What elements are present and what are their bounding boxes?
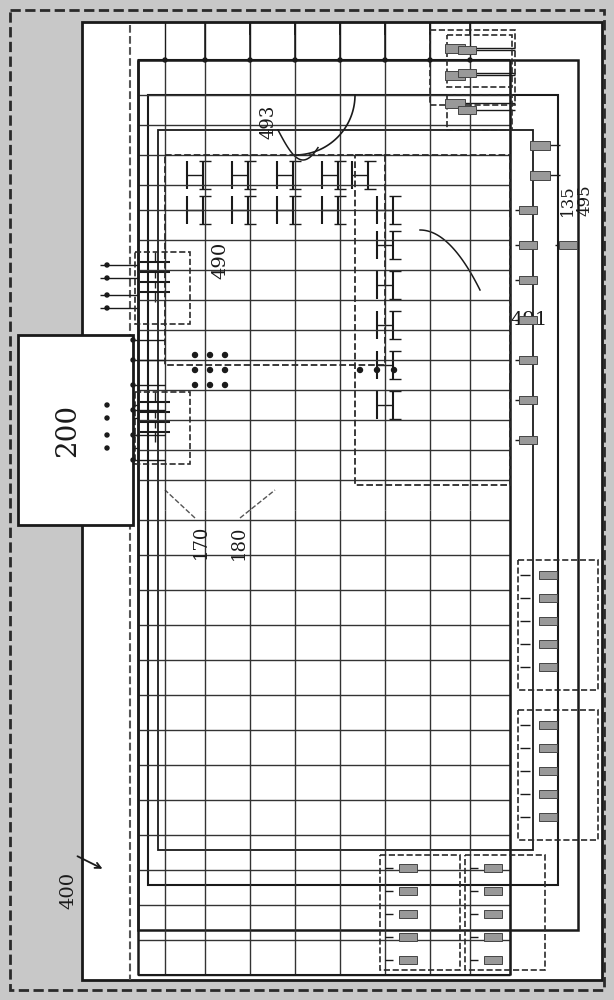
Text: 491: 491	[510, 311, 547, 329]
Circle shape	[131, 338, 135, 342]
Text: 400: 400	[59, 871, 77, 909]
Text: 493: 493	[259, 105, 277, 139]
Bar	[138, 60, 578, 930]
Bar	[458, 69, 476, 77]
Circle shape	[163, 58, 167, 62]
Circle shape	[105, 306, 109, 310]
Bar	[539, 744, 557, 752]
Bar	[519, 241, 537, 249]
Bar	[465, 855, 545, 970]
Circle shape	[468, 58, 472, 62]
Bar	[484, 887, 502, 895]
Circle shape	[357, 367, 362, 372]
Circle shape	[222, 382, 228, 387]
Bar	[519, 276, 537, 284]
Bar	[445, 43, 465, 52]
Circle shape	[375, 367, 379, 372]
Bar	[539, 721, 557, 729]
Bar	[539, 617, 557, 625]
Bar	[539, 813, 557, 821]
Text: 170: 170	[192, 525, 210, 559]
Bar	[399, 933, 417, 941]
Circle shape	[428, 58, 432, 62]
Bar	[380, 855, 460, 970]
Circle shape	[293, 58, 297, 62]
Bar	[539, 663, 557, 671]
Bar	[399, 887, 417, 895]
Bar	[82, 22, 602, 980]
Bar	[165, 155, 385, 365]
Circle shape	[208, 382, 212, 387]
Circle shape	[383, 58, 387, 62]
Bar	[518, 710, 598, 840]
Circle shape	[193, 367, 198, 372]
Bar	[18, 335, 133, 525]
Circle shape	[131, 383, 135, 387]
Circle shape	[105, 433, 109, 437]
Text: 180: 180	[230, 525, 248, 560]
Bar	[539, 790, 557, 798]
Bar	[458, 46, 476, 54]
Bar	[519, 356, 537, 364]
Circle shape	[105, 293, 109, 297]
Bar	[519, 316, 537, 324]
Bar	[158, 130, 533, 850]
Circle shape	[222, 367, 228, 372]
Circle shape	[248, 58, 252, 62]
Bar	[399, 864, 417, 872]
Bar	[539, 594, 557, 602]
Bar	[484, 910, 502, 918]
Bar	[519, 436, 537, 444]
Text: 495: 495	[577, 184, 594, 216]
Bar	[447, 95, 512, 130]
Circle shape	[105, 276, 109, 280]
Bar	[519, 396, 537, 404]
Bar	[539, 640, 557, 648]
Bar	[539, 571, 557, 579]
Circle shape	[193, 382, 198, 387]
Bar	[559, 241, 577, 249]
Text: 200: 200	[55, 403, 82, 457]
Bar	[399, 956, 417, 964]
Circle shape	[105, 416, 109, 420]
Text: 490: 490	[211, 241, 229, 279]
Bar	[519, 206, 537, 214]
Bar	[484, 864, 502, 872]
Circle shape	[131, 408, 135, 412]
Bar	[484, 956, 502, 964]
Circle shape	[392, 367, 397, 372]
Circle shape	[203, 58, 207, 62]
Bar	[539, 767, 557, 775]
Bar	[484, 933, 502, 941]
Bar	[148, 95, 558, 885]
Circle shape	[131, 458, 135, 462]
Bar	[445, 99, 465, 107]
Bar	[135, 392, 190, 464]
Bar	[135, 252, 190, 324]
Bar	[458, 106, 476, 114]
Circle shape	[222, 353, 228, 358]
Circle shape	[131, 358, 135, 362]
Circle shape	[105, 446, 109, 450]
Bar	[530, 170, 550, 180]
Circle shape	[131, 433, 135, 437]
Circle shape	[105, 263, 109, 267]
Circle shape	[208, 353, 212, 358]
Circle shape	[193, 353, 198, 358]
Bar	[447, 35, 512, 87]
Text: 135: 135	[559, 184, 575, 216]
Bar	[399, 910, 417, 918]
Circle shape	[338, 58, 342, 62]
Bar	[445, 70, 465, 80]
Bar	[430, 30, 515, 105]
Circle shape	[105, 403, 109, 407]
Bar	[530, 140, 550, 149]
Bar	[518, 560, 598, 690]
Bar	[355, 155, 510, 485]
Circle shape	[208, 367, 212, 372]
